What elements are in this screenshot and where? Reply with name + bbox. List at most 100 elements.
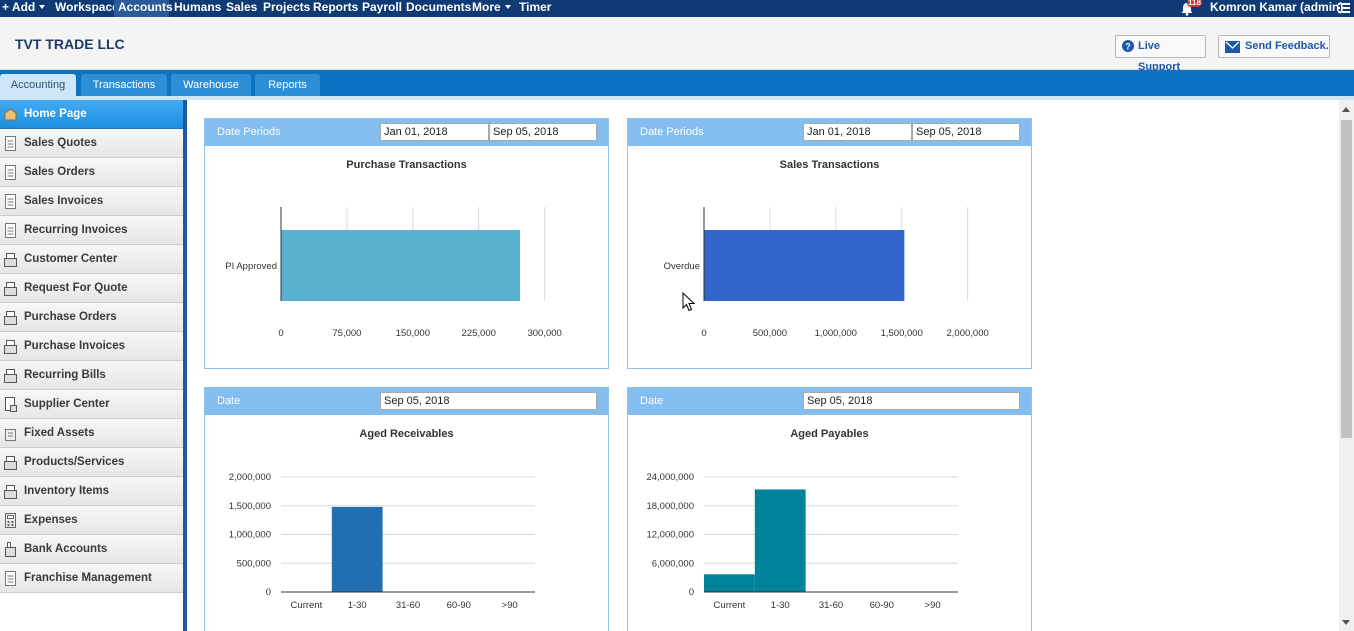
sidebar-item-label: Franchise Management [24, 572, 152, 584]
nav-workspace[interactable]: Workspace [55, 0, 119, 14]
chevron-down-icon [39, 5, 46, 9]
sidebar-item-label: Sales Invoices [24, 195, 104, 207]
date-input[interactable]: Sep 05, 2018 [803, 392, 1020, 410]
panel-header-label: Date Periods [217, 126, 281, 138]
register-icon [4, 369, 17, 383]
x-category-label: Current [291, 600, 323, 611]
building-icon [5, 429, 16, 441]
nav-reports[interactable]: Reports [313, 0, 359, 14]
scrollbar-thumb[interactable] [1341, 120, 1352, 438]
nav-timer[interactable]: Timer [519, 0, 552, 14]
aged-receivables-panel: Date Sep 05, 2018 Aged Receivables 0 500,… [204, 387, 609, 631]
x-tick-label: 1,500,000 [881, 328, 923, 339]
send-feedback-button[interactable]: Send Feedback. [1218, 35, 1330, 58]
nav-payroll[interactable]: Payroll [362, 0, 403, 14]
scroll-up-arrow-icon[interactable] [1342, 107, 1350, 112]
date-input[interactable]: Sep 05, 2018 [380, 392, 597, 410]
sidebar-item-label: Expenses [24, 514, 78, 526]
panel-header: Date Periods Jan 01, 2018 Sep 05, 2018 [628, 119, 1031, 146]
user-menu[interactable]: Komron Kamar (admin) [1210, 0, 1344, 14]
chart-title: Purchase Transactions [346, 159, 467, 171]
x-tick-label: 225,000 [462, 328, 496, 339]
date-to-input[interactable]: Sep 05, 2018 [912, 123, 1020, 141]
svg-text:?: ? [1125, 42, 1131, 52]
y-tick-label: 500,000 [237, 558, 271, 569]
x-category-label: Current [714, 600, 746, 611]
sidebar-item-label: Customer Center [24, 253, 118, 265]
date-to-input[interactable]: Sep 05, 2018 [489, 123, 597, 141]
sales-transactions-panel: Date Periods Jan 01, 2018 Sep 05, 2018 S… [627, 118, 1032, 369]
document-icon [5, 136, 16, 151]
sidebar-item-home-page[interactable]: Home Page [0, 100, 183, 129]
panel-header-label: Date Periods [640, 126, 704, 138]
sidebar-item-products-services[interactable]: Products/Services [0, 448, 183, 477]
x-tick-label: 300,000 [527, 328, 561, 339]
sidebar-item-label: Sales Quotes [24, 137, 97, 149]
sidebar-item-sales-orders[interactable]: Sales Orders [0, 158, 183, 187]
sidebar-item-recurring-bills[interactable]: Recurring Bills [0, 361, 183, 390]
x-tick-label: 2,000,000 [947, 328, 989, 339]
company-name: TVT TRADE LLC [15, 36, 125, 52]
sidebar-item-fixed-assets[interactable]: Fixed Assets [0, 419, 183, 448]
sidebar-item-purchase-orders[interactable]: Purchase Orders [0, 303, 183, 332]
company-header: TVT TRADE LLC ? Live Support Send Feedba… [0, 17, 1354, 73]
tab-transactions[interactable]: Transactions [81, 74, 167, 100]
sidebar-item-sales-quotes[interactable]: Sales Quotes [0, 129, 183, 158]
date-from-input[interactable]: Jan 01, 2018 [803, 123, 912, 141]
nav-more-menu[interactable]: More [472, 0, 511, 17]
nav-add-label: + Add [2, 0, 36, 14]
vertical-scrollbar[interactable] [1339, 100, 1354, 631]
sidebar-item-supplier-center[interactable]: Supplier Center [0, 390, 183, 419]
menu-list-icon[interactable] [1338, 2, 1350, 14]
x-tick-label: 500,000 [753, 328, 787, 339]
sidebar-item-recurring-invoices[interactable]: Recurring Invoices [0, 216, 183, 245]
sidebar-item-label: Products/Services [24, 456, 125, 468]
live-support-button[interactable]: ? Live Support [1115, 35, 1206, 73]
module-tab-bar: Accounting Transactions Warehouse Report… [0, 70, 1354, 100]
notifications-button[interactable]: 118 [1180, 0, 1202, 17]
document-icon [5, 571, 16, 586]
x-tick-label: 1,000,000 [815, 328, 857, 339]
tab-reports[interactable]: Reports [255, 74, 320, 100]
panel-header: Date Sep 05, 2018 [628, 388, 1031, 415]
nav-documents[interactable]: Documents [406, 0, 472, 14]
sidebar-item-franchise-management[interactable]: Franchise Management [0, 564, 183, 593]
calculator-icon [5, 513, 16, 528]
nav-add-menu[interactable]: + Add [2, 0, 48, 17]
bar [331, 506, 383, 592]
y-tick-label: 1,500,000 [229, 501, 271, 512]
tab-warehouse[interactable]: Warehouse [171, 74, 251, 100]
aged-receivables-chart: 0 500,000 1,000,000 1,500,000 2,000,000 Curre… [229, 472, 535, 611]
register-icon [4, 340, 17, 354]
sidebar-item-bank-accounts[interactable]: Bank Accounts [0, 535, 183, 564]
sidebar-resize-handle[interactable] [183, 100, 187, 631]
sidebar-item-customer-center[interactable]: Customer Center [0, 245, 183, 274]
sidebar-item-label: Inventory Items [24, 485, 109, 497]
nav-sales[interactable]: Sales [226, 0, 258, 14]
y-tick-label: 18,000,000 [646, 501, 694, 512]
x-category-label: >90 [925, 600, 941, 611]
scroll-down-arrow-icon[interactable] [1342, 620, 1350, 625]
nav-projects[interactable]: Projects [263, 0, 311, 14]
sidebar-item-expenses[interactable]: Expenses [0, 506, 183, 535]
y-category-label: Overdue [664, 261, 700, 272]
home-box-icon [4, 108, 17, 121]
tab-underline [0, 96, 1354, 100]
sidebar-item-sales-invoices[interactable]: Sales Invoices [0, 187, 183, 216]
y-tick-label: 2,000,000 [229, 472, 271, 483]
x-tick-label: 0 [278, 328, 283, 339]
sales-transactions-chart: 0 500,000 1,000,000 1,500,000 2,000,000 Overd… [664, 207, 989, 339]
register-icon [4, 456, 17, 470]
purchase-transactions-panel: Date Periods Jan 01, 2018 Sep 05, 2018 P… [204, 118, 609, 369]
sidebar-item-inventory-items[interactable]: Inventory Items [0, 477, 183, 506]
y-tick-label: 0 [266, 587, 271, 598]
nav-accounts[interactable]: Accounts [114, 0, 173, 17]
sidebar-item-request-for-quote[interactable]: Request For Quote [0, 274, 183, 303]
sidebar-item-purchase-invoices[interactable]: Purchase Invoices [0, 332, 183, 361]
send-feedback-label: Send Feedback. [1245, 40, 1329, 52]
nav-humans[interactable]: Humans [174, 0, 222, 14]
tab-accounting[interactable]: Accounting [0, 74, 76, 100]
y-tick-label: 1,000,000 [229, 530, 271, 541]
date-from-input[interactable]: Jan 01, 2018 [380, 123, 489, 141]
panel-header: Date Sep 05, 2018 [205, 388, 608, 415]
